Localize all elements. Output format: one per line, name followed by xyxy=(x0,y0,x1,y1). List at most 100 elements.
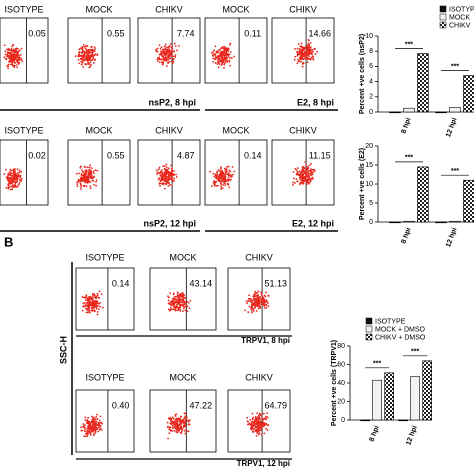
dot xyxy=(84,301,86,304)
dot xyxy=(310,171,313,174)
legend-swatch xyxy=(365,325,373,333)
significance-label: *** xyxy=(405,155,413,162)
dot xyxy=(6,65,9,67)
dot xyxy=(84,424,86,427)
dot xyxy=(216,51,219,54)
dot xyxy=(175,176,178,178)
dot xyxy=(167,167,170,170)
y-axis-label: SSC-H xyxy=(58,336,68,364)
dot xyxy=(180,430,183,433)
dot xyxy=(8,173,10,176)
dot xyxy=(182,305,184,307)
dot xyxy=(263,304,266,307)
dot xyxy=(250,298,253,301)
dot xyxy=(92,62,95,64)
dot xyxy=(170,53,173,56)
dot xyxy=(220,167,222,170)
dot xyxy=(12,170,15,172)
dot xyxy=(95,297,98,299)
dot xyxy=(306,61,309,64)
dot xyxy=(300,56,303,58)
dot xyxy=(96,169,99,172)
dot xyxy=(244,309,247,312)
dot xyxy=(155,48,157,51)
legend-swatch xyxy=(439,5,447,13)
legend-label: ISOTYPE xyxy=(375,318,406,325)
dot xyxy=(82,174,85,177)
dot xyxy=(19,176,22,179)
dot xyxy=(300,171,303,174)
dot xyxy=(303,50,306,53)
dot xyxy=(167,178,170,181)
dot xyxy=(14,185,17,187)
dot xyxy=(260,303,263,305)
dot xyxy=(86,297,88,299)
dot xyxy=(265,291,267,294)
dot xyxy=(171,62,174,65)
dot xyxy=(89,65,92,68)
dot xyxy=(295,169,298,171)
dot xyxy=(20,177,23,180)
dot xyxy=(298,170,301,173)
gate-value: 0.11 xyxy=(244,28,261,38)
bar xyxy=(389,111,401,114)
dot xyxy=(82,184,85,187)
dot xyxy=(10,48,13,50)
dot xyxy=(299,177,301,180)
dot xyxy=(260,433,263,436)
dot xyxy=(170,173,173,176)
dot xyxy=(187,419,190,422)
dot xyxy=(80,176,83,179)
dot xyxy=(179,308,182,311)
dot xyxy=(91,174,93,177)
dot xyxy=(178,297,181,300)
dot xyxy=(84,175,87,177)
dot xyxy=(4,53,7,56)
dot xyxy=(229,51,232,53)
dot xyxy=(173,423,176,426)
y-tick-label: 0 xyxy=(369,219,373,226)
plot-frame xyxy=(204,17,268,84)
dot xyxy=(91,309,94,312)
dot xyxy=(177,300,179,303)
panel-letter: B xyxy=(4,234,13,249)
dot xyxy=(220,185,223,188)
y-tick-label: 15 xyxy=(365,162,373,169)
dot xyxy=(4,57,7,60)
dot xyxy=(307,45,310,48)
dot xyxy=(223,45,226,48)
dot xyxy=(221,50,224,53)
dot xyxy=(256,417,259,420)
dot xyxy=(12,181,15,183)
dot xyxy=(172,297,175,300)
dot xyxy=(226,59,229,62)
dot xyxy=(299,182,301,185)
dot xyxy=(229,170,232,173)
dot xyxy=(162,165,165,167)
dot xyxy=(159,184,161,187)
dot xyxy=(95,180,97,183)
dot xyxy=(85,179,88,181)
dot xyxy=(187,430,190,433)
dot xyxy=(158,172,161,175)
dot xyxy=(176,49,178,52)
dot xyxy=(93,46,96,49)
dot xyxy=(18,61,21,64)
dot xyxy=(97,302,100,305)
dot xyxy=(85,307,87,310)
dot xyxy=(302,53,305,55)
dot xyxy=(100,293,103,296)
dot xyxy=(80,183,82,186)
dot xyxy=(215,177,218,180)
dot xyxy=(88,51,91,54)
dot xyxy=(223,176,226,179)
dot xyxy=(257,415,260,418)
dot xyxy=(213,181,216,184)
dot xyxy=(218,63,221,65)
dot xyxy=(86,45,89,47)
dot xyxy=(257,290,260,293)
dot xyxy=(172,293,175,296)
dot xyxy=(171,420,174,423)
dot xyxy=(260,423,263,426)
dot xyxy=(230,175,233,178)
